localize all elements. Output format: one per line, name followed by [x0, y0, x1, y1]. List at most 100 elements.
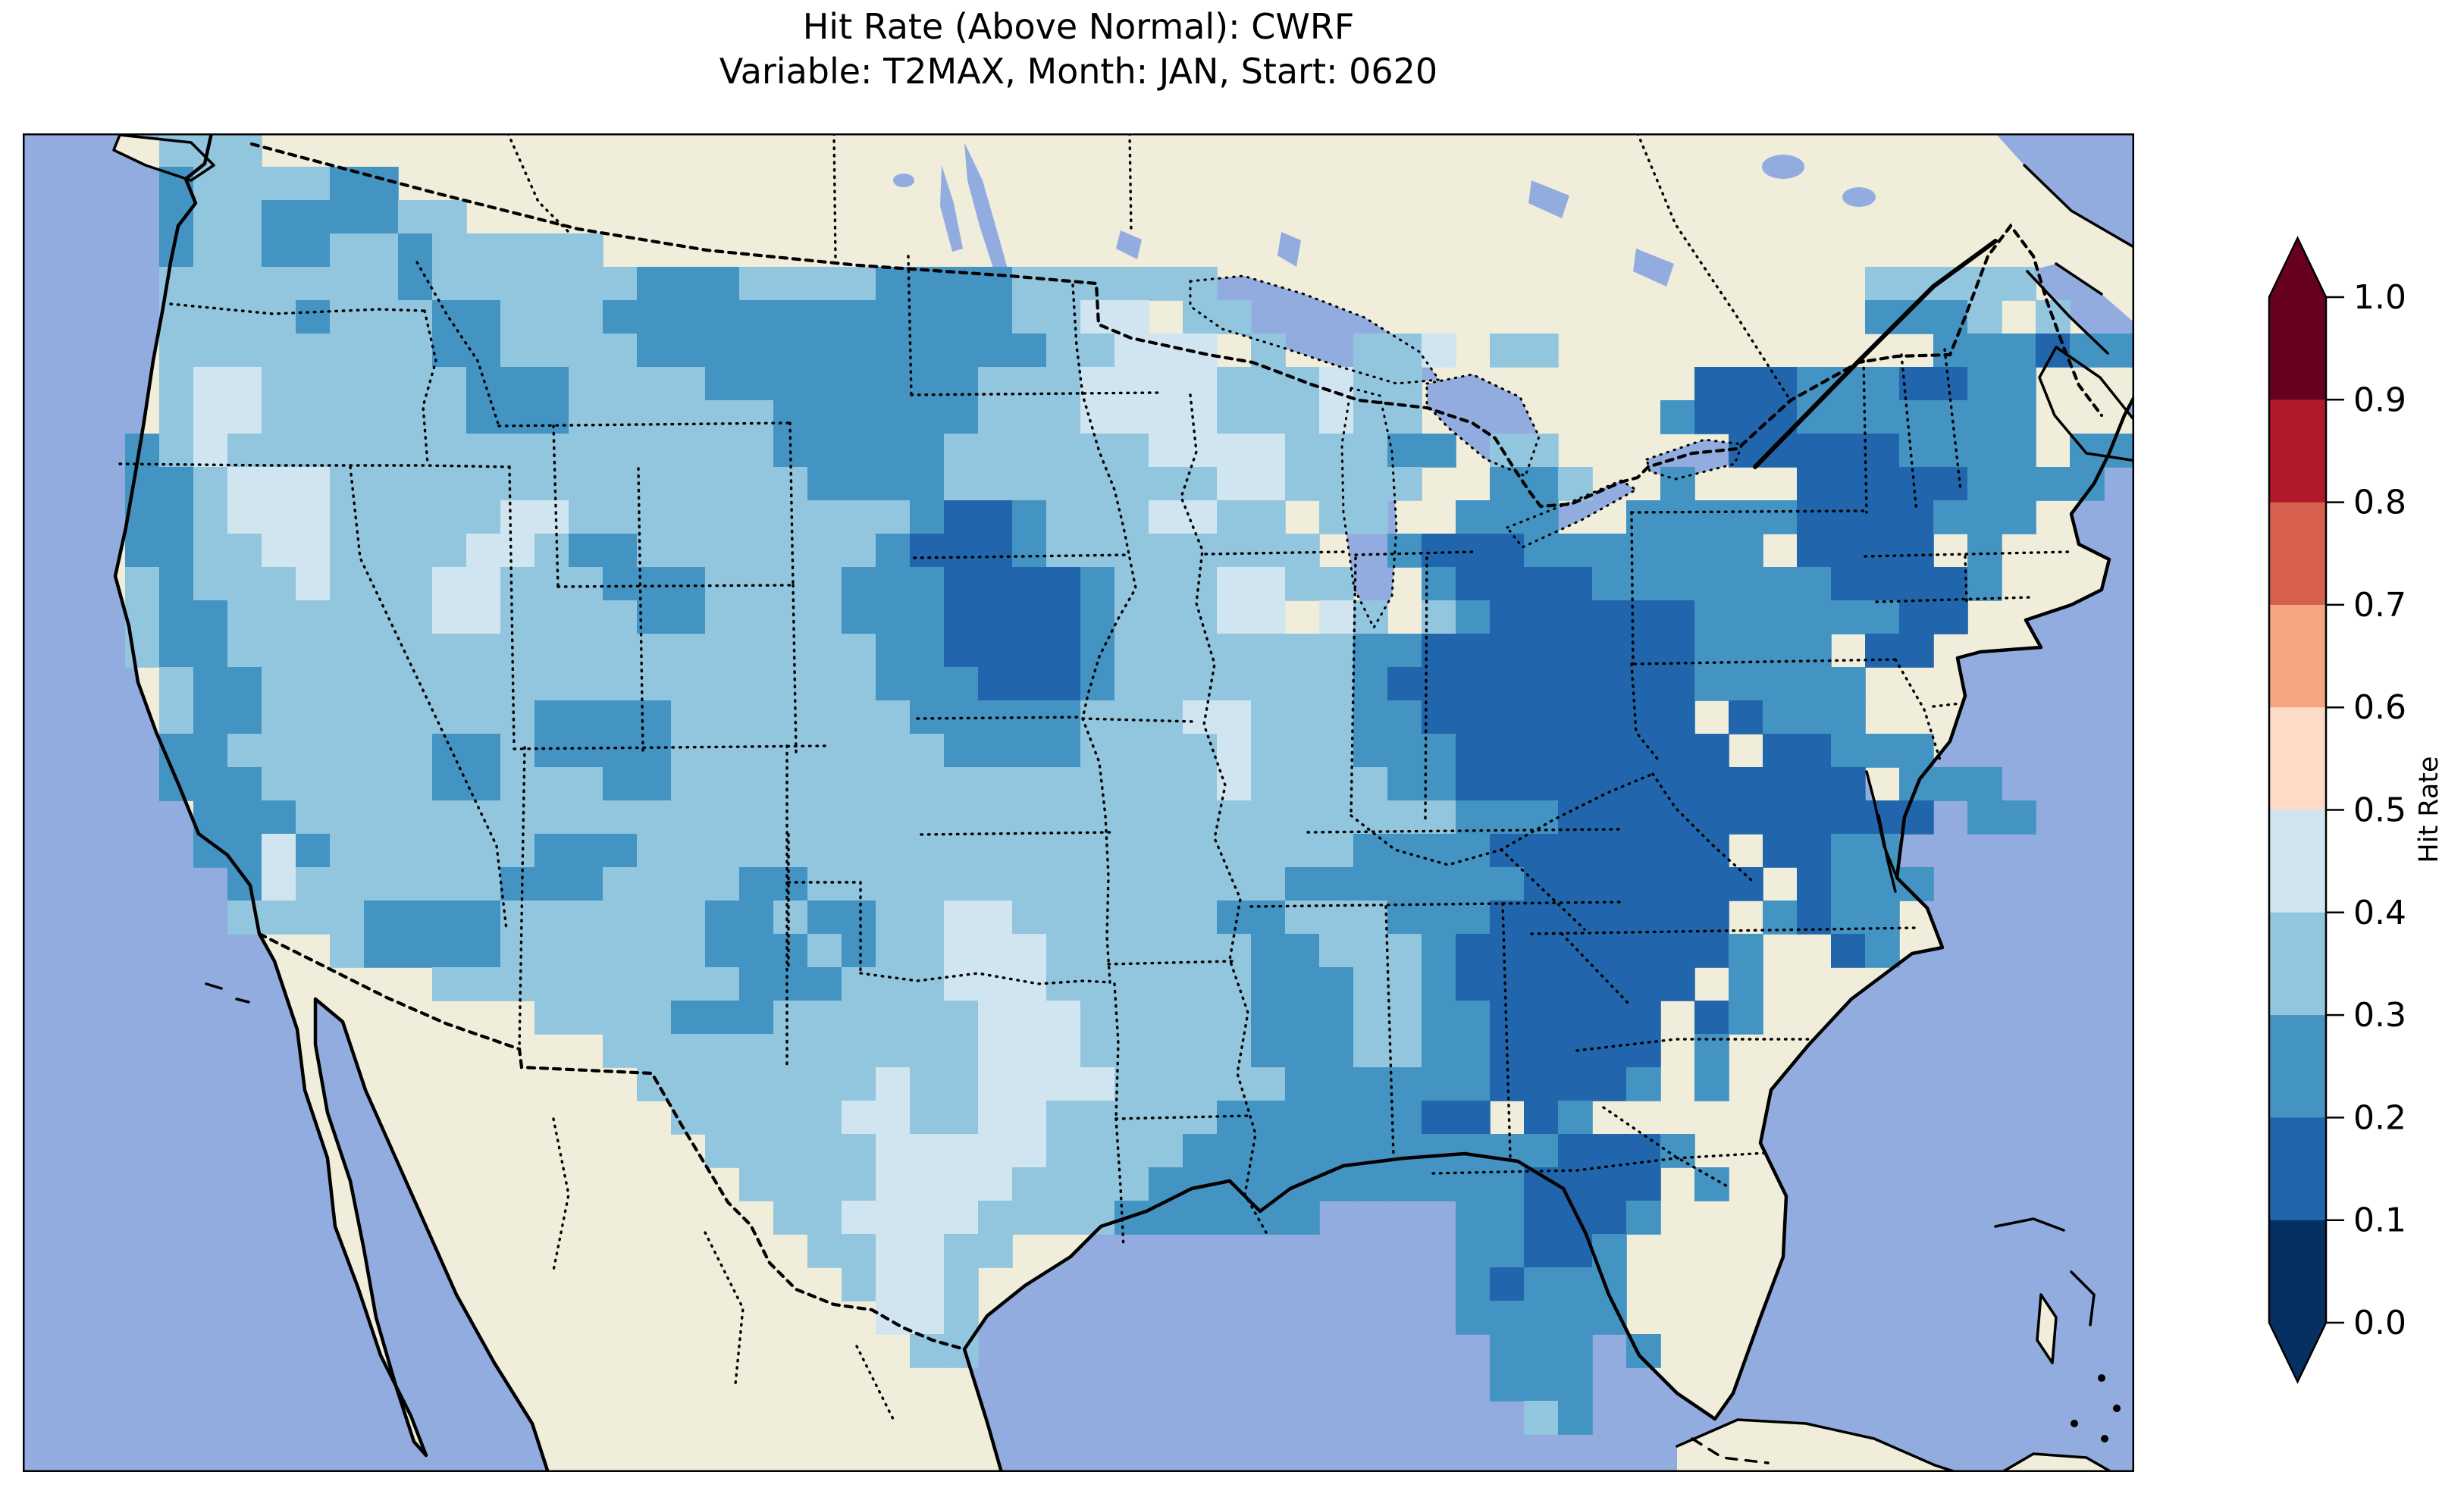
hit-rate-cell: [1012, 767, 1047, 801]
hit-rate-cell: [739, 300, 774, 334]
hit-rate-cell: [398, 667, 433, 701]
hit-rate-cell: [910, 467, 945, 501]
hit-rate-cell: [910, 600, 945, 634]
hit-rate-cell: [1524, 634, 1559, 668]
colorbar-tick-label: 0.8: [2353, 484, 2406, 522]
colorbar-bin: [2269, 399, 2326, 503]
hit-rate-cell: [1080, 900, 1115, 935]
hit-rate-cell: [1012, 900, 1047, 935]
hit-rate-cell: [193, 400, 228, 434]
hit-rate-cell: [1694, 667, 1729, 701]
hit-rate-cell: [159, 634, 194, 668]
hit-rate-cell: [1694, 934, 1729, 968]
hit-rate-cell: [739, 1034, 774, 1068]
hit-rate-cell: [807, 667, 842, 701]
hit-rate-cell: [876, 300, 911, 334]
hit-rate-cell: [1319, 867, 1354, 901]
hit-rate-cell: [398, 767, 433, 801]
hit-rate-cell: [1114, 834, 1149, 868]
hit-rate-cell: [1012, 367, 1047, 401]
hit-rate-cell: [1456, 1067, 1491, 1101]
hit-rate-cell: [1490, 467, 1525, 501]
hit-rate-cell: [1217, 567, 1252, 601]
hit-rate-cell: [1660, 800, 1695, 835]
hit-rate-cell: [227, 367, 262, 401]
hit-rate-cell: [1831, 834, 1866, 868]
colorbar-axis-label: Hit Rate: [2414, 756, 2444, 863]
hit-rate-cell: [296, 567, 331, 601]
hit-rate-cell: [2002, 334, 2036, 368]
hit-rate-cell: [1865, 300, 1900, 334]
hit-rate-cell: [1592, 1067, 1627, 1101]
hit-rate-cell: [1217, 734, 1252, 768]
hit-rate-cell: [2002, 800, 2036, 835]
hit-rate-cell: [569, 667, 603, 701]
hit-rate-cell: [1967, 800, 2002, 835]
hit-rate-cell: [1729, 600, 1763, 634]
hit-rate-cell: [1558, 867, 1593, 901]
hit-rate-cell: [193, 367, 228, 401]
hit-rate-cell: [807, 467, 842, 501]
hit-rate-cell: [1797, 534, 1832, 568]
hit-rate-cell: [807, 967, 842, 1001]
hit-rate-cell: [432, 567, 467, 601]
hit-rate-cell: [1183, 634, 1218, 668]
hit-rate-cell: [739, 800, 774, 835]
hit-rate-cell: [876, 367, 911, 401]
hit-rate-cell: [534, 267, 569, 301]
hit-rate-cell: [432, 200, 467, 234]
hit-rate-cell: [125, 567, 160, 601]
hit-rate-cell: [330, 467, 365, 501]
hit-rate-cell: [466, 934, 501, 968]
hit-rate-cell: [262, 200, 296, 234]
hit-rate-cell: [773, 1101, 808, 1135]
hit-rate-cell: [944, 300, 979, 334]
hit-rate-cell: [1217, 934, 1252, 968]
hit-rate-cell: [773, 267, 808, 301]
hit-rate-cell: [705, 500, 740, 534]
hit-rate-cell: [364, 600, 399, 634]
hit-rate-cell: [910, 1301, 945, 1335]
hit-rate-cell: [910, 534, 945, 568]
hit-rate-cell: [978, 1201, 1013, 1235]
hit-rate-cell: [1490, 767, 1525, 801]
hit-rate-cell: [1490, 1334, 1525, 1368]
hit-rate-cell: [364, 167, 399, 201]
hit-rate-cell: [1387, 434, 1422, 468]
hit-rate-cell: [1251, 567, 1286, 601]
hit-rate-cell: [876, 1267, 911, 1301]
hit-rate-cell: [569, 567, 603, 601]
hit-rate-cell: [1865, 600, 1900, 634]
hit-rate-cell: [1967, 534, 2002, 568]
hit-rate-cell: [1149, 900, 1183, 935]
hit-rate-cell: [296, 467, 331, 501]
hit-rate-cell: [1217, 1134, 1252, 1168]
chart-subtitle: Variable: T2MAX, Month: JAN, Start: 0620: [719, 50, 1438, 92]
hit-rate-cell: [193, 634, 228, 668]
hit-rate-cell: [1694, 534, 1729, 568]
map-svg: [23, 133, 2134, 1472]
hit-rate-cell: [910, 767, 945, 801]
hit-rate-cell: [1558, 934, 1593, 968]
hit-rate-cell: [978, 667, 1013, 701]
hit-rate-cell: [262, 867, 296, 901]
hit-rate-cell: [1114, 467, 1149, 501]
hit-rate-cell: [773, 1067, 808, 1101]
hit-rate-cell: [842, 500, 876, 534]
hit-rate-cell: [1558, 1401, 1593, 1435]
hit-rate-cell: [1217, 1067, 1252, 1101]
hit-rate-cell: [262, 667, 296, 701]
hit-rate-cell: [432, 934, 467, 968]
hit-rate-cell: [1080, 600, 1115, 634]
hit-rate-cell: [1285, 700, 1320, 734]
hit-rate-cell: [705, 967, 740, 1001]
hit-rate-cell: [1831, 734, 1866, 768]
hit-rate-cell: [1524, 1001, 1559, 1035]
hit-rate-cell: [637, 1067, 672, 1101]
hit-rate-cell: [1694, 1167, 1729, 1201]
hit-rate-cell: [978, 1067, 1013, 1101]
hit-rate-cell: [466, 300, 501, 334]
hit-rate-cell: [1422, 1034, 1456, 1068]
hit-rate-cell: [1422, 1167, 1456, 1201]
hit-rate-cell: [193, 167, 228, 201]
